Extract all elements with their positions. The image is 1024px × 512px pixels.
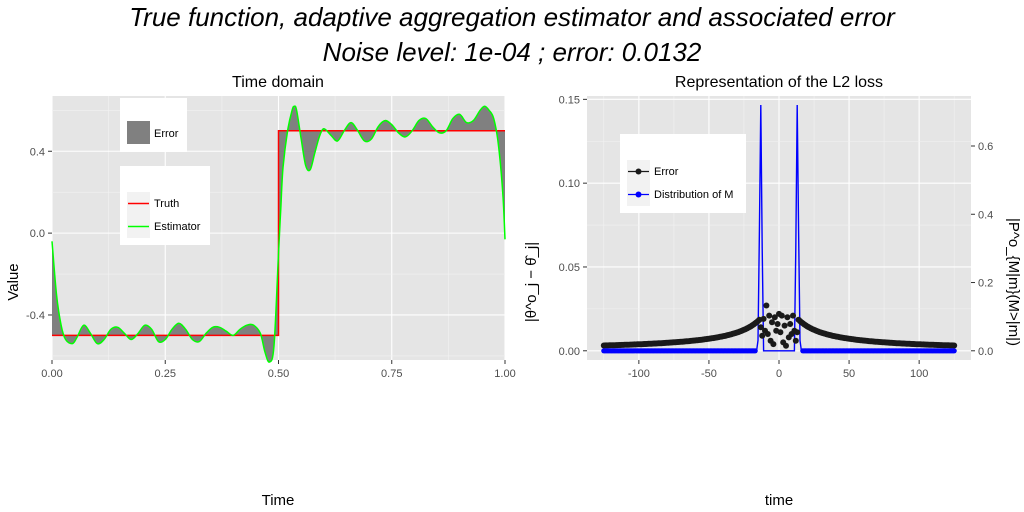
distribution-key-label: Distribution of M (654, 189, 733, 201)
y-right-tick-label: 0.2 (978, 278, 993, 290)
error-point (771, 314, 778, 321)
x-tick-label: 0.25 (155, 368, 176, 380)
truth-legend-label: Truth (154, 198, 179, 210)
time-domain-title: Time domain (232, 74, 324, 91)
error-point (781, 322, 788, 329)
y-tick-label: 0.0 (30, 228, 45, 240)
y-right-tick-label: 0.0 (978, 346, 993, 358)
error-point (763, 302, 770, 309)
truth-line (52, 130, 505, 337)
l2-loss-y-label: |θ^o_j − θ̂_j| (523, 242, 540, 322)
x-tick-label: 1.00 (494, 368, 515, 380)
error-point (794, 329, 801, 336)
y-tick-label: 0.05 (559, 262, 580, 274)
lines-legend: Truth Estimator (120, 166, 210, 245)
error-point (783, 342, 789, 349)
error-point (766, 312, 773, 319)
distribution-key-point (635, 191, 642, 198)
time-domain-y-label: Value (5, 263, 22, 300)
error-legend-label: Error (154, 128, 179, 140)
time-domain-x-label: Time (262, 492, 295, 509)
l2-loss-title: Representation of the L2 loss (675, 74, 883, 91)
l2-loss-ticks: -100 -50 0 50 100 0.00 0.05 0.10 0.15 0.0 0.2 0.4 0.… (559, 94, 994, 380)
error-point (778, 312, 785, 319)
estimator-legend-label: Estimator (154, 221, 201, 233)
x-tick-label: 0.00 (41, 368, 62, 380)
error-point (764, 331, 771, 337)
distribution-point (951, 348, 957, 354)
error-point (787, 321, 794, 327)
distribution-point (752, 348, 758, 354)
y-right-tick-label: 0.4 (978, 209, 993, 221)
error-legend-swatch (127, 121, 150, 144)
y-tick-label: -0.4 (26, 310, 45, 322)
estimator-line (51, 105, 506, 363)
l2-loss-chart: Representation of the L2 loss -100 -50 0 50… (523, 74, 1022, 509)
x-tick-label: 100 (910, 368, 928, 380)
error-point (769, 319, 775, 326)
error-point (757, 324, 764, 331)
error-point (759, 332, 766, 339)
error-point (784, 314, 791, 321)
error-point (770, 341, 777, 348)
error-key-label: Error (654, 166, 679, 178)
error-point (774, 321, 781, 327)
y-tick-label: 0.00 (559, 346, 580, 358)
l2-loss-x-label: time (765, 492, 793, 509)
y-tick-label: 0.15 (559, 94, 580, 106)
main-title-line-2: Noise level: 1e-04 ; error: 0.0132 (322, 37, 702, 67)
time-domain-ticks: 0.00 0.25 0.50 0.75 1.00 -0.4 0.0 0.4 (26, 146, 516, 380)
y-tick-label: 0.4 (30, 146, 45, 158)
l2-loss-y-label-right: |P^o_{M|m}(M>|m|) (1005, 218, 1022, 346)
error-point (951, 342, 958, 349)
error-point (792, 337, 799, 344)
x-tick-label: 0.75 (381, 368, 402, 380)
error-legend: Error (120, 98, 187, 152)
error-point (777, 329, 784, 336)
x-tick-label: 0 (776, 368, 782, 380)
main-title-line-1: True function, adaptive aggregation esti… (129, 2, 895, 32)
l2-loss-legend: Error Distribution of M (620, 134, 746, 213)
error-key-point (635, 168, 642, 175)
time-domain-chart: Time domain 0.00 0.25 0.50 0.75 1.00-0.40.00… (5, 74, 516, 509)
error-point (760, 315, 767, 322)
error-points (600, 302, 958, 354)
error-point (790, 312, 796, 319)
x-tick-label: -100 (628, 368, 650, 380)
x-tick-label: 0.50 (268, 368, 289, 380)
x-tick-label: 50 (843, 368, 855, 380)
x-tick-label: -50 (701, 368, 717, 380)
y-tick-label: 0.10 (559, 178, 580, 190)
y-right-tick-label: 0.6 (978, 141, 993, 153)
